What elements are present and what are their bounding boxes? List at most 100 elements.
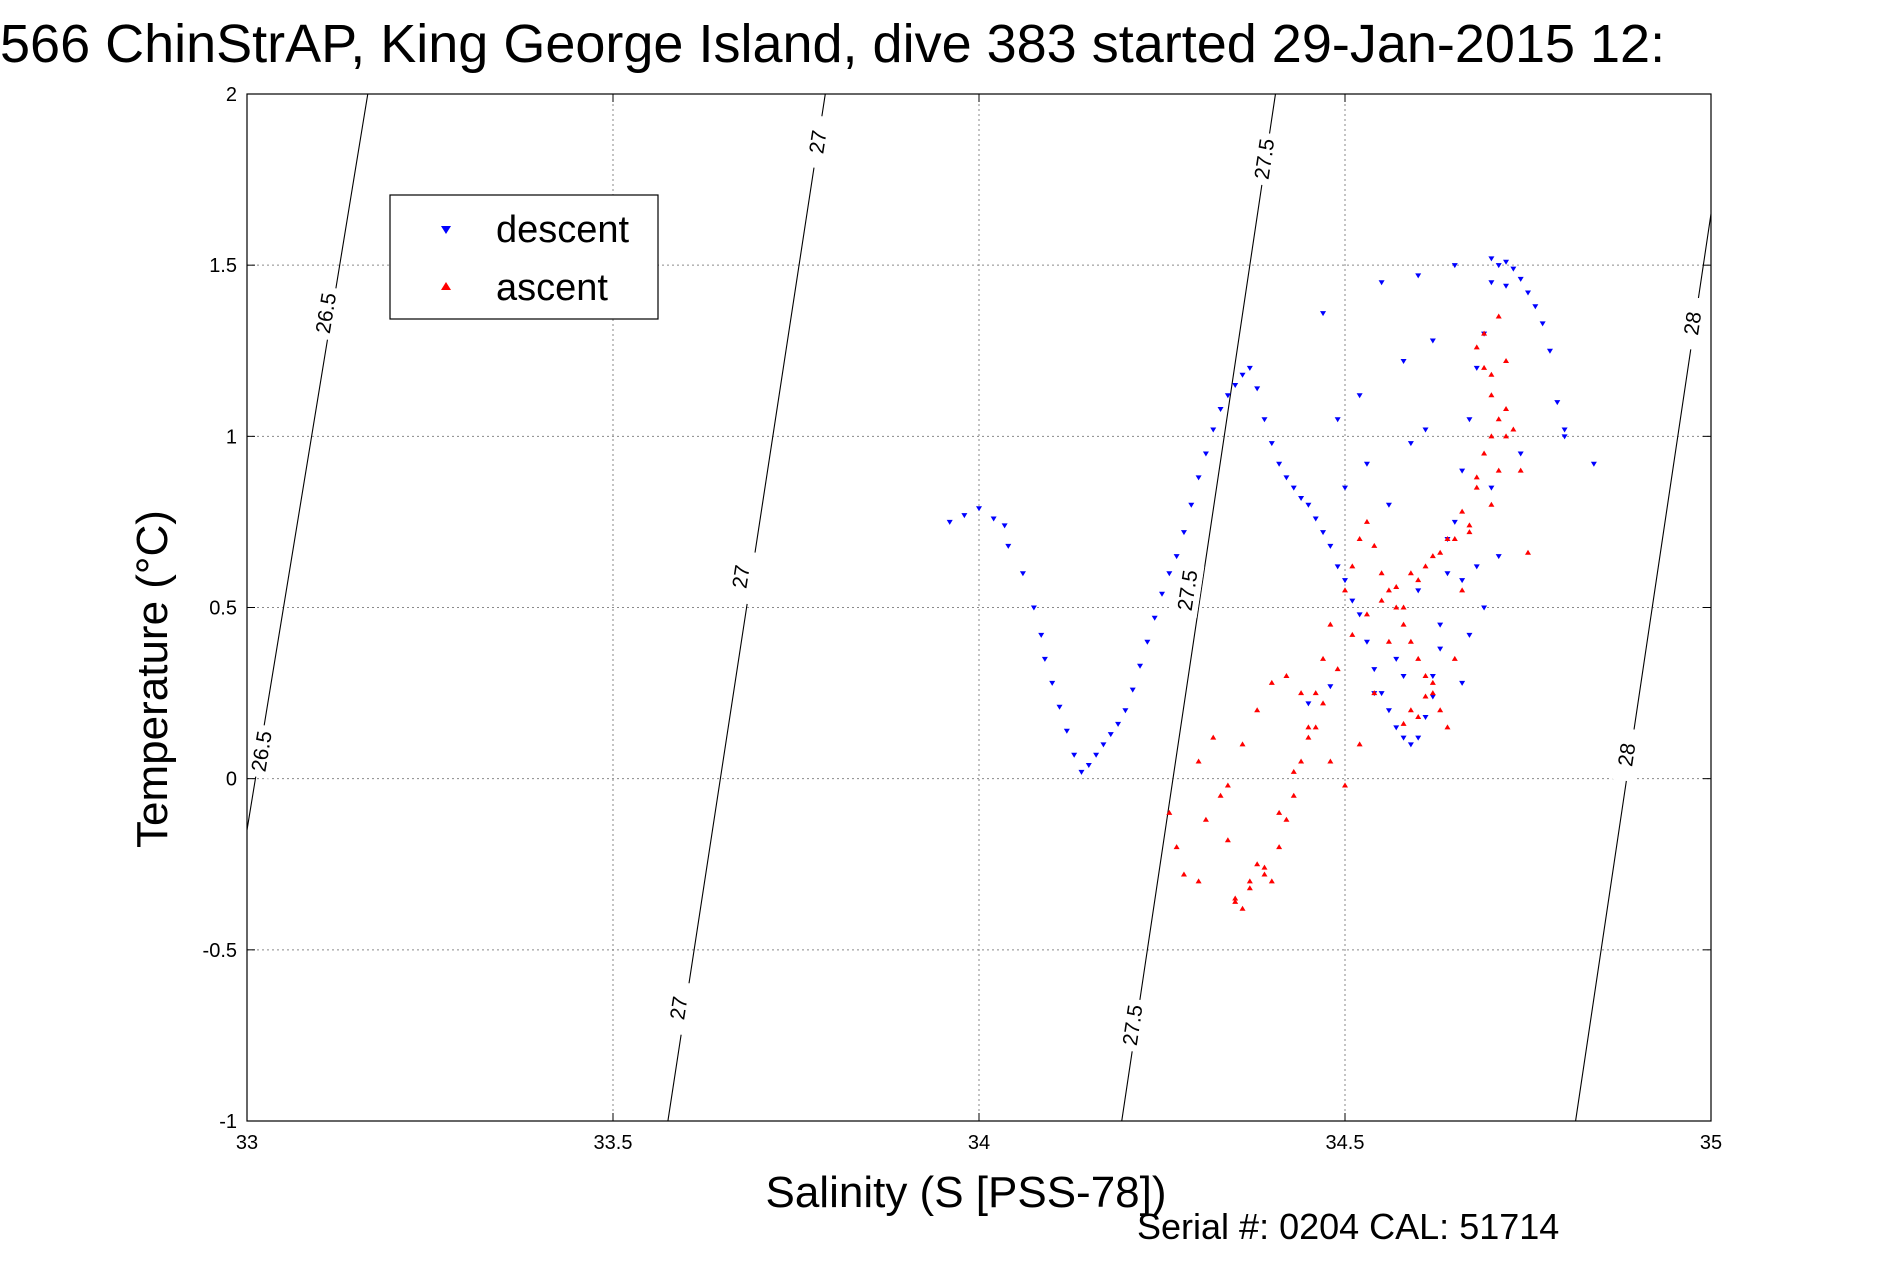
ascent-point [1305,734,1312,740]
descent-point [1151,615,1158,621]
ascent-point [1473,344,1480,350]
descent-point [1561,427,1568,433]
x-tick-label: 35 [1700,1132,1722,1154]
descent-point [1429,673,1436,679]
descent-point [1488,485,1495,491]
ascent-point [1195,878,1202,884]
serial-cal-footer: Serial #: 0204 CAL: 51714 [1137,1206,1559,1247]
ascent-point [1525,549,1531,555]
ascent-point [1268,878,1275,884]
ascent-point [1429,553,1436,559]
legend: descent ascent [389,194,659,320]
descent-point [1144,639,1151,645]
ascent-point [1444,724,1451,730]
descent-point [1429,694,1436,700]
ascent-point [1305,724,1312,730]
ascent-point [1473,474,1480,480]
data-points [946,256,1597,911]
ascent-point [1342,782,1348,788]
ascent-point [1276,809,1283,815]
grid-lines [247,94,1711,1121]
descent-point [990,516,997,522]
ascent-point [1298,690,1305,696]
descent-point [1224,393,1231,399]
descent-point [1525,290,1531,296]
ascent-point [1459,587,1466,593]
ascent-point [1495,313,1502,319]
descent-point [1510,266,1517,272]
ascent-point [1246,878,1253,884]
ascent-point [1312,724,1319,730]
descent-point [1356,393,1363,399]
descent-point [1546,348,1553,354]
ascent-point [1451,536,1458,542]
descent-point [1393,656,1400,662]
ascent-point [1415,714,1422,720]
contour-label-gap [801,114,835,170]
descent-point [1400,735,1407,741]
ascent-point [1495,467,1502,473]
descent-point [1232,382,1239,388]
ascent-point [1290,768,1297,774]
ascent-point [1378,570,1385,576]
ascent-point [1283,816,1290,822]
ascent-point [1415,577,1422,583]
descent-point [1532,304,1539,310]
descent-point [961,513,968,519]
x-tick-label: 34.5 [1326,1132,1365,1154]
x-tick-label: 33 [236,1132,258,1154]
descent-point [1100,742,1107,748]
ascent-point [1393,604,1400,610]
descent-point [1415,588,1422,594]
descent-point [1261,417,1268,423]
descent-point [1400,673,1407,679]
y-tick-label: -1 [219,1111,237,1133]
ascent-point [1173,844,1180,850]
descent-point [1202,451,1209,457]
descent-point [1129,687,1136,693]
ascent-point [1342,587,1348,593]
descent-point [1005,543,1012,549]
ascent-point [1422,672,1429,678]
descent-point [1030,605,1037,611]
ascent-point [1451,655,1458,661]
descent-point [1290,485,1297,491]
ascent-point [1320,700,1327,706]
ascent-point [1290,792,1297,798]
descent-point [1063,728,1070,734]
chart-title: 566 ChinStrAP, King George Island, dive … [0,14,1665,74]
descent-point [1041,656,1048,662]
ascent-point [1268,679,1275,685]
descent-point [1071,752,1078,758]
descent-point [1276,461,1283,467]
ascent-point [1503,358,1510,364]
contour-label-gap [662,980,696,1036]
ascent-point [1327,758,1334,764]
descent-point [1393,725,1400,731]
descent-point [1503,283,1510,289]
contour-label-gap [1170,562,1205,619]
descent-point [1422,427,1429,433]
ascent-point [1320,655,1327,661]
density-contour-27.5 [1121,93,1277,1122]
descent-point [1085,762,1092,768]
ascent-point [1488,433,1495,439]
ascent-point [1400,720,1407,726]
descent-point [1385,502,1392,508]
ascent-point [1407,707,1414,713]
descent-point [1466,417,1473,423]
descent-point [1437,622,1444,628]
descent-point [1459,680,1466,686]
descent-point [1305,701,1312,707]
ascent-point [1503,405,1510,411]
descent-point [1320,530,1327,536]
legend-ascent-label: ascent [496,267,608,309]
descent-point [1327,543,1334,549]
ascent-point [1415,655,1422,661]
descent-point [1049,680,1056,686]
descent-point [1495,263,1502,269]
ascent-point [1422,693,1429,699]
ascent-point [1466,522,1473,528]
ascent-point [1327,621,1334,627]
descent-point [1342,485,1348,491]
